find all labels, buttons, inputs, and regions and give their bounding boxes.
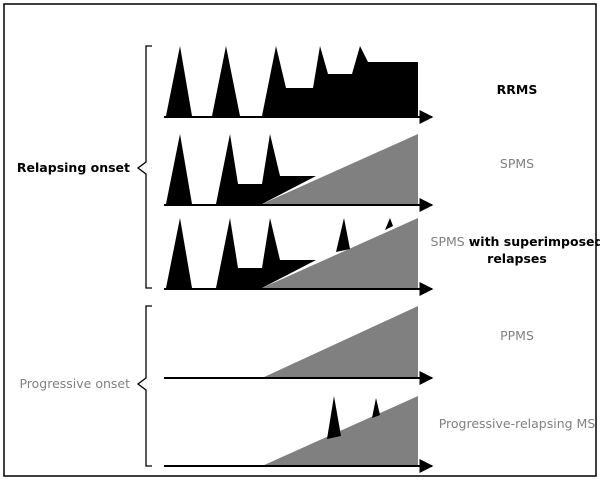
superimposed-relapse <box>327 396 341 439</box>
progression-wedge <box>262 306 418 378</box>
spms-with-relapses-label-line1: SPMS with superimposed <box>431 234 600 249</box>
spms-with-relapses-course <box>164 218 434 296</box>
spms-course <box>164 134 434 212</box>
rrms-label: RRMS <box>497 82 538 97</box>
prms-course <box>164 396 434 473</box>
superimposed-relapse <box>336 218 350 252</box>
relapse-peak-with-residual-disability <box>216 134 316 204</box>
spms-with-relapses-label-line2: relapses <box>487 251 547 266</box>
relapse-peak-with-residual-disability <box>262 46 418 116</box>
progressive-onset-bracket <box>136 305 152 467</box>
progressive-onset-label: Progressive onset <box>19 376 130 391</box>
relapse-peak <box>166 218 192 288</box>
relapse-peak-with-residual-disability <box>216 218 316 288</box>
progression-wedge <box>262 218 418 288</box>
spms-label: SPMS <box>500 156 534 171</box>
relapsing-onset-bracket <box>136 45 152 289</box>
relapse-peak <box>166 46 192 116</box>
superimposed-relapse <box>385 218 393 230</box>
rrms-course <box>164 46 434 124</box>
spms-relapses-rest: with superimposed <box>469 234 600 249</box>
relapse-peak <box>166 134 192 204</box>
relapse-peak <box>212 46 240 116</box>
relapsing-onset-label: Relapsing onset <box>17 160 130 175</box>
ppms-label: PPMS <box>500 328 534 343</box>
superimposed-relapse <box>372 398 380 418</box>
prms-label: Progressive-relapsing MS <box>439 416 596 431</box>
ppms-course <box>164 306 434 385</box>
progression-wedge <box>262 134 418 204</box>
spms-prefix: SPMS <box>431 234 465 249</box>
figure-frame <box>3 3 597 477</box>
